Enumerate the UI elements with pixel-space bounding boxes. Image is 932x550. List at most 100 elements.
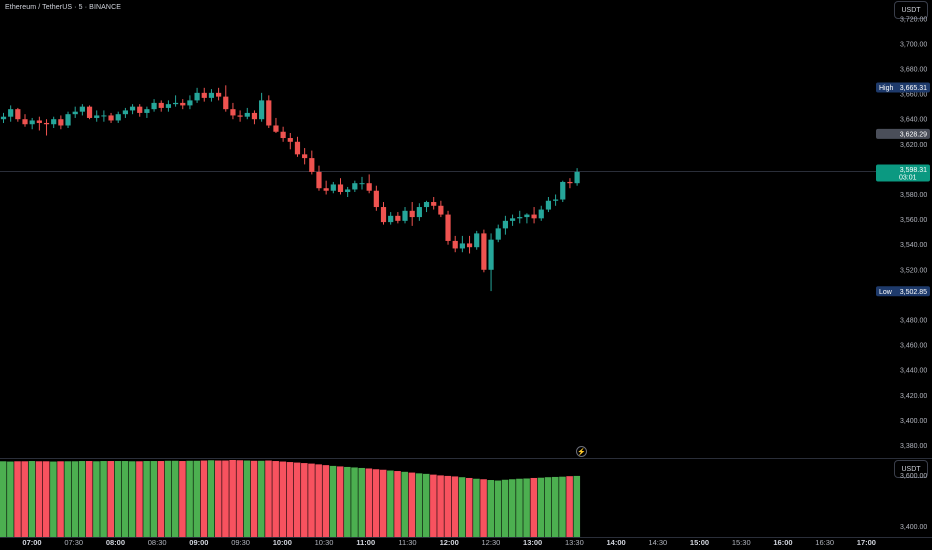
- candle-body: [79, 106, 85, 112]
- candle-body: [409, 210, 415, 218]
- candle-body: [294, 141, 301, 155]
- volume-bar: [530, 477, 538, 537]
- time-axis-label: 16:00: [773, 538, 792, 547]
- candle-body: [474, 233, 480, 248]
- volume-bar: [473, 478, 480, 537]
- price-axis-label: 3,420.00: [900, 393, 927, 400]
- volume-bar: [422, 473, 430, 537]
- candle-body: [438, 205, 444, 215]
- candle-body: [560, 181, 566, 200]
- volume-bar: [57, 461, 64, 537]
- volume-bar: [308, 463, 315, 537]
- volume-currency-button[interactable]: USDT: [894, 460, 928, 478]
- price-axis-label: 3,380.00: [900, 443, 927, 450]
- candle-body: [352, 183, 358, 190]
- volume-bar: [508, 479, 516, 537]
- volume-bar: [394, 471, 401, 537]
- candle-body: [280, 131, 286, 139]
- candle-body: [337, 184, 344, 192]
- volume-bar: [286, 462, 294, 537]
- time-axis-label: 10:30: [315, 538, 334, 547]
- time-axis-label: 11:30: [398, 538, 416, 547]
- volume-bar: [430, 474, 437, 537]
- volume-bar: [35, 461, 43, 537]
- volume-bar: [351, 467, 358, 537]
- price-axis-label: 3,720.00: [900, 16, 927, 23]
- volume-bar: [494, 480, 502, 537]
- volume-bar: [128, 461, 136, 537]
- candle-body: [172, 102, 179, 105]
- volume-bar: [171, 460, 179, 537]
- candle-body: [266, 100, 272, 126]
- volume-bar: [21, 461, 28, 537]
- volume-bar: [179, 461, 186, 537]
- volume-bar: [329, 465, 337, 537]
- candle-body: [574, 171, 580, 184]
- candle-body: [43, 122, 50, 125]
- volume-bar: [358, 467, 365, 537]
- candle-body: [58, 119, 64, 126]
- volume-bar: [480, 479, 487, 537]
- price-axis-label: 3,440.00: [900, 368, 927, 375]
- volume-bar: [465, 477, 473, 537]
- volume-bar: [523, 478, 530, 537]
- volume-bar: [100, 461, 107, 537]
- candle-body: [459, 243, 465, 249]
- high-tag-value: 3,665.31: [900, 85, 927, 92]
- volume-bar: [293, 462, 301, 537]
- candle-body: [115, 114, 121, 121]
- volume-bar: [408, 472, 416, 537]
- candle-body: [144, 109, 150, 113]
- time-axis-label: 08:00: [106, 538, 125, 547]
- volume-bar: [559, 476, 566, 537]
- candle-body: [416, 207, 422, 218]
- mark-tag-value: 3,628.29: [900, 131, 927, 138]
- volume-bar: [258, 460, 265, 537]
- candle-body: [129, 106, 136, 111]
- volume-bar: [157, 461, 165, 537]
- volume-bar: [193, 460, 201, 537]
- price-axis-label: 3,700.00: [900, 41, 927, 48]
- volume-bar: [301, 463, 308, 537]
- volume-bar: [279, 461, 287, 537]
- candle-body: [29, 120, 35, 125]
- price-axis-label: 3,460.00: [900, 343, 927, 350]
- volume-bar: [272, 461, 279, 537]
- volume-bar: [379, 469, 387, 537]
- volume-bar: [387, 470, 394, 537]
- volume-bar: [415, 473, 423, 537]
- volume-bar: [365, 468, 373, 537]
- candle-body: [395, 215, 401, 221]
- volume-bar: [573, 475, 581, 537]
- candle-body: [36, 120, 42, 123]
- candle-body: [488, 239, 494, 270]
- candle-body: [259, 100, 265, 120]
- candle-body: [452, 240, 458, 249]
- time-axis-label: 13:30: [565, 538, 584, 547]
- volume-bar: [566, 476, 573, 537]
- candle-body: [567, 181, 573, 184]
- candle-body: [101, 115, 107, 117]
- symbol-title[interactable]: Ethereum / TetherUS · 5 · BINANCE: [5, 4, 121, 11]
- volume-bar: [42, 461, 50, 537]
- volume-bar: [164, 460, 172, 537]
- candle-body: [445, 214, 451, 241]
- candle-body: [359, 183, 365, 185]
- candle-body: [15, 109, 21, 120]
- volume-bar: [64, 461, 71, 537]
- volume-bar: [250, 460, 258, 537]
- volume-bar: [121, 461, 129, 537]
- candle-body: [552, 199, 559, 201]
- lightning-icon[interactable]: ⚡: [576, 446, 587, 457]
- candle-body: [51, 119, 57, 125]
- last-tag-bg: [876, 164, 930, 182]
- currency-button[interactable]: USDT: [894, 1, 928, 19]
- volume-bar: [50, 461, 57, 537]
- volume-bar: [207, 460, 215, 537]
- candle-body: [137, 106, 143, 113]
- volume-bar: [544, 477, 552, 537]
- time-axis-label: 07:30: [64, 538, 83, 547]
- price-axis-label: 3,580.00: [900, 192, 927, 199]
